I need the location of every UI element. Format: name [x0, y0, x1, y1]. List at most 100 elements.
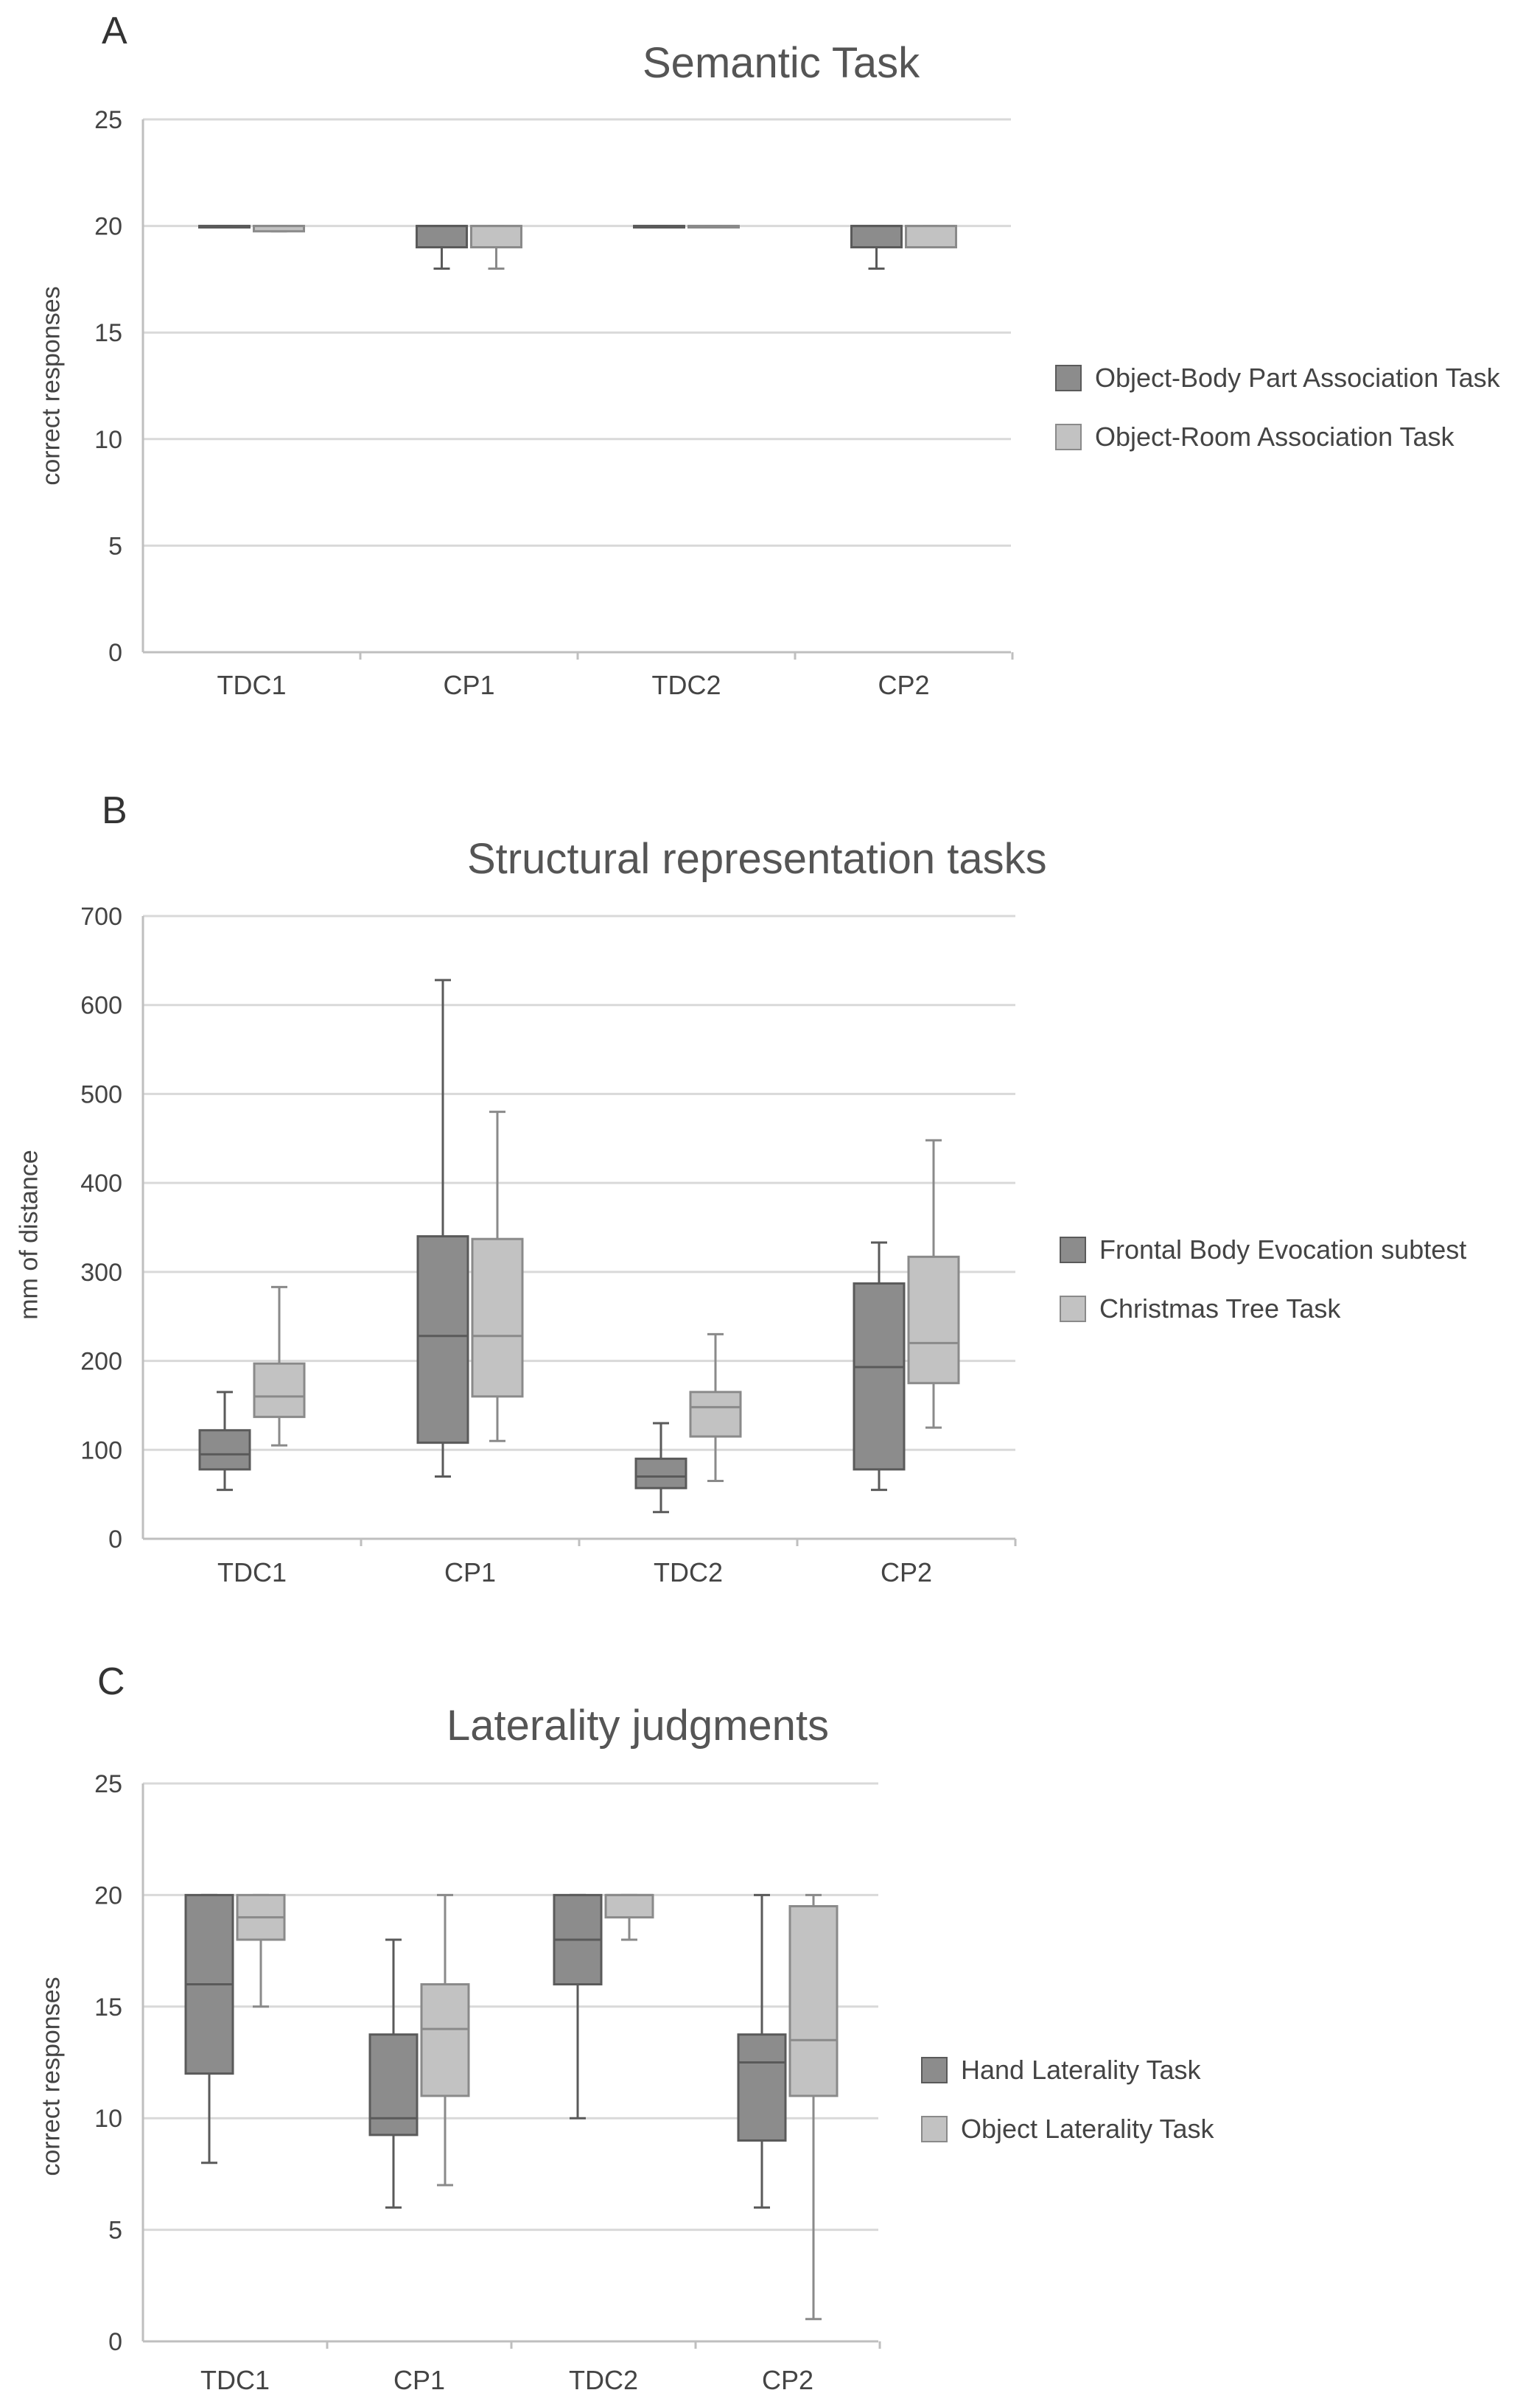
y-tick-label: 700	[80, 903, 122, 931]
legend-swatch-dark	[921, 2057, 948, 2083]
box-iqr	[907, 1255, 960, 1385]
x-tick-label: CP2	[762, 2365, 813, 2395]
x-tick-label: CP1	[443, 670, 494, 700]
y-tick-label: 20	[94, 1881, 122, 1909]
chart-title: Structural representation tasks	[467, 835, 1047, 883]
y-tick-label: 25	[94, 106, 122, 134]
box-object-laterality-task-tdc2	[604, 1893, 654, 1941]
y-tick-label: 100	[80, 1436, 122, 1464]
legend-swatch-dark	[1055, 365, 1082, 391]
x-tick-label: TDC1	[217, 670, 286, 700]
box-iqr	[850, 225, 903, 249]
box-frontal-body-evocation-subtest-tdc2	[634, 1422, 687, 1514]
y-tick-label: 10	[94, 426, 122, 454]
legend-label: Hand Laterality Task	[961, 2055, 1201, 2085]
y-tick-label: 0	[108, 2328, 122, 2356]
box-hand-laterality-task-cp2	[737, 1893, 787, 2209]
box-iqr	[470, 225, 522, 249]
panel-c: C Laterality judgments correct responses…	[0, 1658, 1540, 2404]
y-tick-label: 200	[80, 1348, 122, 1376]
x-tick-label: TDC2	[569, 2365, 638, 2395]
box-object-room-association-task-cp2	[905, 225, 957, 249]
legend: Object-Body Part Association Task Object…	[1055, 349, 1500, 467]
box-plot-chart: 0 5 10 15 20 25 TDC1 CP1 TDC2 CP2	[94, 1770, 881, 2395]
box-christmas-tree-task-tdc1	[253, 1285, 306, 1447]
box-hand-laterality-task-tdc2	[553, 1893, 603, 2120]
box-iqr	[689, 1391, 742, 1438]
box-object-room-association-task-tdc2	[687, 225, 740, 229]
box-object-body-part-association-task-tdc1	[198, 225, 251, 229]
box-object-body-part-association-task-tdc2	[633, 225, 685, 229]
box-iqr	[416, 225, 468, 249]
box-iqr	[198, 1429, 251, 1471]
legend-item-series-1: Frontal Body Evocation subtest	[1060, 1220, 1466, 1279]
box-iqr	[604, 1893, 654, 1919]
legend-swatch-light	[1055, 424, 1082, 450]
box-object-body-part-association-task-cp1	[416, 225, 468, 270]
legend-item-series-2: Object-Room Association Task	[1055, 408, 1500, 467]
box-plot-chart: 0 100 200 300 400 500 600 700 TDC1 CP1 TDC2 CP2	[80, 903, 1017, 1587]
legend: Hand Laterality Task Object Laterality T…	[921, 2041, 1214, 2159]
box-object-room-association-task-tdc1	[253, 225, 305, 233]
box-object-laterality-task-cp2	[788, 1893, 839, 2321]
box-iqr	[368, 2033, 419, 2136]
box-iqr	[737, 2033, 787, 2142]
box-iqr	[853, 1282, 906, 1471]
box-iqr	[416, 1235, 469, 1444]
box-object-laterality-task-cp1	[420, 1893, 470, 2187]
box-frontal-body-evocation-subtest-cp2	[853, 1241, 906, 1492]
box-frontal-body-evocation-subtest-tdc1	[198, 1391, 251, 1492]
y-tick-label: 400	[80, 1170, 122, 1198]
legend-label: Object-Body Part Association Task	[1095, 363, 1500, 393]
y-tick-label: 5	[108, 532, 122, 560]
y-tick-label: 15	[94, 1994, 122, 2022]
x-tick-label: TDC2	[654, 1557, 723, 1587]
legend-label: Object Laterality Task	[961, 2114, 1214, 2144]
x-tick-label: TDC1	[200, 2365, 270, 2395]
box-iqr	[788, 1905, 839, 2097]
box-hand-laterality-task-tdc1	[184, 1893, 234, 2164]
y-tick-label: 0	[108, 1526, 122, 1554]
y-tick-label: 10	[94, 2105, 122, 2133]
legend-item-series-1: Object-Body Part Association Task	[1055, 349, 1500, 408]
box-iqr	[253, 1362, 306, 1419]
legend-label: Christmas Tree Task	[1099, 1293, 1341, 1324]
box-object-room-association-task-cp1	[470, 225, 522, 270]
legend-swatch-light	[921, 2116, 948, 2142]
legend-swatch-light	[1060, 1296, 1086, 1322]
x-tick-label: TDC2	[651, 670, 721, 700]
x-tick-label: CP1	[444, 1557, 496, 1587]
box-christmas-tree-task-cp1	[471, 1111, 524, 1442]
x-tick-label: TDC1	[217, 1557, 287, 1587]
legend-item-series-2: Object Laterality Task	[921, 2100, 1214, 2159]
y-tick-label: 15	[94, 319, 122, 347]
y-tick-label: 0	[108, 639, 122, 667]
panel-a: A Semantic Task correct responses 0 5 10 15…	[0, 0, 1540, 737]
box-christmas-tree-task-tdc2	[689, 1332, 742, 1483]
box-iqr	[420, 1983, 470, 2097]
box-iqr	[471, 1237, 524, 1398]
legend: Frontal Body Evocation subtest Christmas…	[1060, 1220, 1466, 1338]
box-plot-chart: 0 5 10 15 20 25 TDC1 CP1 TDC2 CP2	[94, 106, 1014, 700]
legend-item-series-1: Hand Laterality Task	[921, 2041, 1214, 2100]
box-frontal-body-evocation-subtest-cp1	[416, 979, 469, 1478]
y-tick-label: 500	[80, 1080, 122, 1108]
box-object-body-part-association-task-cp2	[850, 225, 903, 270]
panel-letter: B	[102, 789, 127, 832]
y-tick-label: 20	[94, 213, 122, 241]
x-tick-label: CP2	[878, 670, 929, 700]
y-tick-label: 300	[80, 1259, 122, 1287]
box-christmas-tree-task-cp2	[907, 1139, 960, 1429]
chart-title: Semantic Task	[643, 39, 920, 87]
panel-b: B Structural representation tasks mm of …	[0, 781, 1540, 1592]
x-tick-label: CP1	[393, 2365, 445, 2395]
legend-label: Object-Room Association Task	[1095, 422, 1455, 452]
y-tick-label: 5	[108, 2217, 122, 2245]
panel-letter: C	[97, 1660, 125, 1703]
box-iqr	[905, 225, 957, 249]
box-object-laterality-task-tdc1	[236, 1893, 286, 2008]
box-hand-laterality-task-cp1	[368, 1938, 419, 2209]
legend-label: Frontal Body Evocation subtest	[1099, 1234, 1467, 1265]
x-tick-label: CP2	[881, 1557, 932, 1587]
chart-title: Laterality judgments	[447, 1702, 830, 1750]
